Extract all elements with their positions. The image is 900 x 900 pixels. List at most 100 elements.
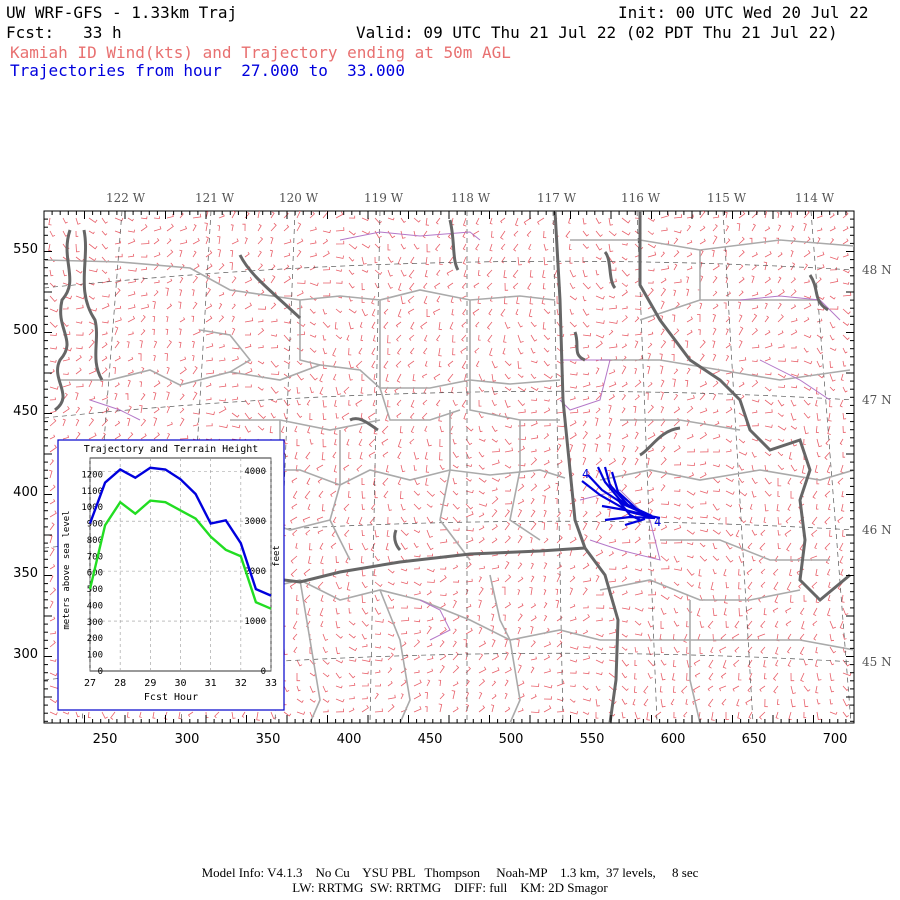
wind-barb — [361, 581, 368, 589]
wind-barb — [348, 633, 356, 639]
wind-barb — [422, 399, 428, 406]
wind-barb — [114, 287, 121, 297]
wind-barb — [582, 430, 588, 440]
wind-barb — [760, 529, 766, 536]
wind-barb — [595, 320, 605, 324]
wind-barb — [504, 651, 509, 661]
wind-barb — [582, 420, 587, 427]
wind-barb — [374, 256, 378, 264]
wind-barb — [582, 711, 590, 716]
wind-barb — [179, 435, 189, 440]
wind-barb — [165, 316, 169, 323]
wind-barb — [764, 356, 771, 362]
wind-barb — [764, 289, 773, 297]
wind-barb — [699, 646, 703, 654]
wind-barb — [773, 581, 779, 591]
wind-barb — [426, 490, 435, 497]
wind-barb — [322, 347, 328, 355]
wind-barb — [382, 477, 389, 486]
wind-barb — [608, 538, 616, 544]
wind-barb — [686, 252, 693, 258]
wind-barb — [799, 646, 805, 656]
wind-barb — [660, 524, 668, 531]
wind-barb — [541, 522, 546, 531]
wind-barb — [738, 555, 745, 563]
wind-barb — [842, 347, 848, 354]
wind-barb — [446, 269, 454, 276]
wind-barb — [439, 593, 447, 597]
wind-barb — [514, 217, 519, 227]
wind-barb — [270, 334, 278, 337]
wind-barb — [785, 607, 792, 614]
wind-barb — [101, 243, 109, 250]
wind-barb — [777, 412, 784, 417]
wind-barb — [751, 223, 756, 232]
wind-barb — [699, 225, 706, 232]
wind-barb — [816, 251, 825, 258]
wind-barb — [205, 423, 213, 427]
wind-barb — [595, 307, 604, 311]
wind-barb — [478, 565, 485, 570]
wind-barb — [374, 555, 381, 562]
wind-barb — [359, 451, 363, 460]
wind-barb — [257, 211, 260, 219]
wind-barb — [452, 464, 459, 469]
wind-barb — [595, 334, 605, 339]
wind-barb — [764, 490, 772, 497]
wind-barb — [478, 425, 483, 433]
wind-barb — [49, 659, 57, 662]
wind-barb — [517, 680, 525, 687]
wind-barb — [296, 673, 301, 682]
wind-barb — [686, 265, 693, 271]
wind-barb — [283, 275, 292, 284]
wind-barb — [565, 230, 571, 239]
wind-barb — [321, 503, 326, 512]
wind-barb — [725, 449, 732, 453]
wind-barb — [385, 464, 390, 473]
wind-barb — [537, 217, 545, 225]
wind-barb — [296, 698, 304, 703]
wind-barb — [660, 698, 666, 708]
wind-barb — [166, 223, 174, 232]
wind-barb — [289, 581, 298, 590]
wind-barb — [608, 698, 617, 705]
wind-barb — [270, 344, 279, 349]
wind-barb — [435, 217, 441, 225]
model-info-line1: Model Info: V4.1.3 No Cu YSU PBL Thompso… — [201, 865, 699, 880]
wind-barb — [842, 252, 849, 258]
wind-barb — [608, 394, 615, 401]
wind-barb — [489, 256, 493, 264]
wind-barb — [659, 353, 663, 362]
wind-barb — [348, 646, 358, 652]
wind-barb — [114, 340, 120, 349]
wind-barb — [179, 317, 186, 323]
wind-barb — [673, 503, 681, 507]
wind-barb — [827, 425, 831, 435]
wind-barb — [569, 396, 576, 401]
wind-barb — [491, 496, 499, 505]
wind-barb — [439, 574, 447, 583]
wind-barb — [451, 308, 455, 316]
wind-barb — [387, 594, 395, 602]
wind-barb — [371, 295, 376, 305]
wind-barb — [712, 555, 720, 561]
wind-barb — [501, 586, 506, 595]
wind-barb — [790, 594, 794, 603]
wind-barb — [582, 396, 590, 401]
wind-barb — [290, 568, 298, 577]
wind-barb — [711, 711, 715, 721]
wind-barb — [504, 501, 512, 505]
wind-barb — [816, 347, 823, 355]
wind-barb — [738, 249, 745, 258]
wind-barb — [828, 503, 831, 511]
inset-x-axis-label: Fcst Hour — [144, 692, 198, 703]
wind-barb — [504, 692, 508, 700]
wind-barb — [647, 287, 654, 297]
wind-barb — [489, 217, 493, 225]
wind-barb — [673, 646, 680, 654]
wind-barb — [283, 303, 291, 310]
wind-barb — [387, 568, 395, 574]
wind-barb — [647, 251, 657, 258]
wind-barb — [387, 334, 391, 344]
wind-barb — [646, 711, 650, 721]
